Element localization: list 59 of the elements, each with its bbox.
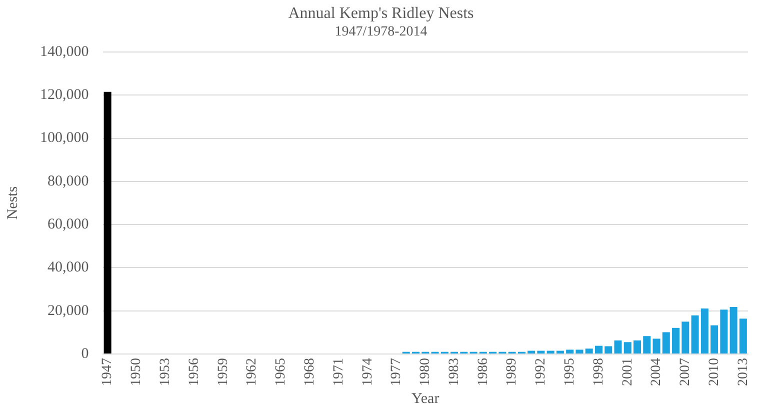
bar <box>537 350 545 354</box>
x-tick-label: 1980 <box>418 358 434 386</box>
bar <box>662 332 670 354</box>
bar <box>682 322 690 354</box>
bar <box>739 318 747 354</box>
x-tick-label: 1977 <box>389 358 404 386</box>
x-tick-label: 2004 <box>649 358 664 386</box>
x-tick-label: 2007 <box>678 358 694 386</box>
x-tick-label: 1950 <box>129 358 144 386</box>
x-axis-title: Year <box>412 390 440 407</box>
x-tick-label: 2001 <box>620 358 636 386</box>
bar <box>691 315 699 354</box>
y-tick-label: 80,000 <box>48 173 89 190</box>
bar <box>528 350 536 354</box>
y-axis-title: Nests <box>4 186 21 220</box>
bar <box>104 92 112 354</box>
x-tick-label: 1989 <box>504 358 520 386</box>
bar <box>720 310 728 354</box>
bar <box>624 342 632 354</box>
x-tick-label: 1962 <box>244 358 260 386</box>
y-tick-label: 100,000 <box>40 130 89 146</box>
y-tick-label: 60,000 <box>48 216 89 233</box>
x-tick-label: 1971 <box>331 358 346 386</box>
x-tick-label: 2013 <box>736 358 751 386</box>
x-tick-label: 2010 <box>706 358 722 386</box>
bar <box>546 350 554 354</box>
bar <box>594 346 602 354</box>
bar <box>700 308 708 354</box>
x-tick-label: 1968 <box>302 358 318 386</box>
x-tick-label: 1974 <box>360 358 376 386</box>
bar <box>672 328 680 354</box>
bar <box>633 340 642 354</box>
chart-subtitle: 1947/1978-2014 <box>334 24 428 40</box>
bar <box>604 346 612 354</box>
x-tick-label: 1965 <box>274 358 289 386</box>
x-tick-label: 1953 <box>158 358 174 386</box>
bar <box>566 350 574 354</box>
y-tick-label: 20,000 <box>48 302 89 319</box>
bar <box>710 325 718 354</box>
y-tick-label: 120,000 <box>40 87 89 104</box>
bar <box>576 350 584 354</box>
x-tick-label: 1995 <box>562 358 578 386</box>
bar <box>730 306 738 354</box>
bar <box>614 340 622 354</box>
x-tick-label: 1947 <box>100 358 116 386</box>
y-tick-label: 40,000 <box>48 260 89 276</box>
y-tick-label: 140,000 <box>40 44 89 60</box>
bar <box>643 336 651 354</box>
x-tick-label: 1992 <box>534 358 549 386</box>
y-tick-label: 0 <box>81 346 89 362</box>
x-tick-label: 1959 <box>216 358 231 386</box>
bar <box>585 348 593 354</box>
bar <box>556 350 564 354</box>
x-tick-label: 1956 <box>186 358 202 386</box>
x-tick-label: 1983 <box>446 358 462 386</box>
bar <box>652 338 660 354</box>
chart-title: Annual Kemp's Ridley Nests <box>288 4 474 22</box>
x-tick-label: 1986 <box>476 358 491 386</box>
x-tick-label: 1998 <box>591 358 606 386</box>
